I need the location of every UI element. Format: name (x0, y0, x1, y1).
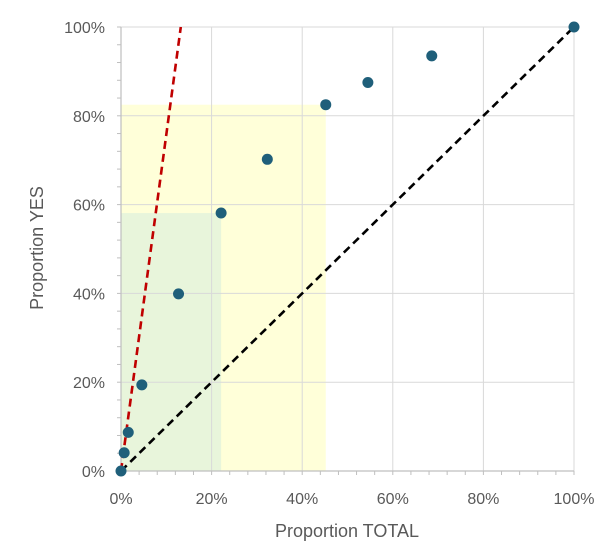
x-tick-label: 40% (286, 491, 318, 508)
x-tick-label: 60% (377, 491, 409, 508)
y-tick-label: 60% (73, 198, 105, 215)
perfect-model-line (119, 26, 183, 472)
data-point-6 (261, 153, 273, 165)
x-tick-label: 0% (109, 491, 132, 508)
green-region (121, 213, 222, 471)
random-baseline-line (120, 26, 575, 472)
data-point-7 (320, 99, 332, 111)
data-point-10 (568, 21, 580, 33)
data-points (115, 21, 580, 477)
data-point-1 (118, 447, 130, 459)
reference-lines (119, 26, 575, 472)
tick-labels: 0% 20% 40% 60% 80% 100% 0% 20% 40% 60% 80% 100% (64, 20, 594, 508)
x-axis-title: Proportion TOTAL (275, 521, 419, 541)
data-point-3 (136, 379, 148, 391)
data-point-0 (115, 465, 127, 477)
y-axis-title: Proportion YES (27, 186, 47, 310)
shaded-regions (121, 104, 326, 471)
data-point-5 (215, 207, 227, 219)
y-tick-label: 100% (64, 20, 105, 37)
x-tick-label: 80% (467, 491, 499, 508)
x-tick-label: 20% (196, 491, 228, 508)
data-point-4 (173, 288, 185, 300)
data-point-2 (122, 426, 134, 438)
y-tick-label: 40% (73, 286, 105, 303)
y-tick-label: 80% (73, 109, 105, 126)
axes (117, 26, 575, 475)
y-tick-label: 20% (73, 375, 105, 392)
x-tick-label: 100% (554, 491, 595, 508)
y-tick-label: 0% (82, 464, 105, 481)
data-point-8 (362, 77, 374, 88)
data-point-9 (426, 50, 438, 62)
grid (120, 26, 575, 472)
